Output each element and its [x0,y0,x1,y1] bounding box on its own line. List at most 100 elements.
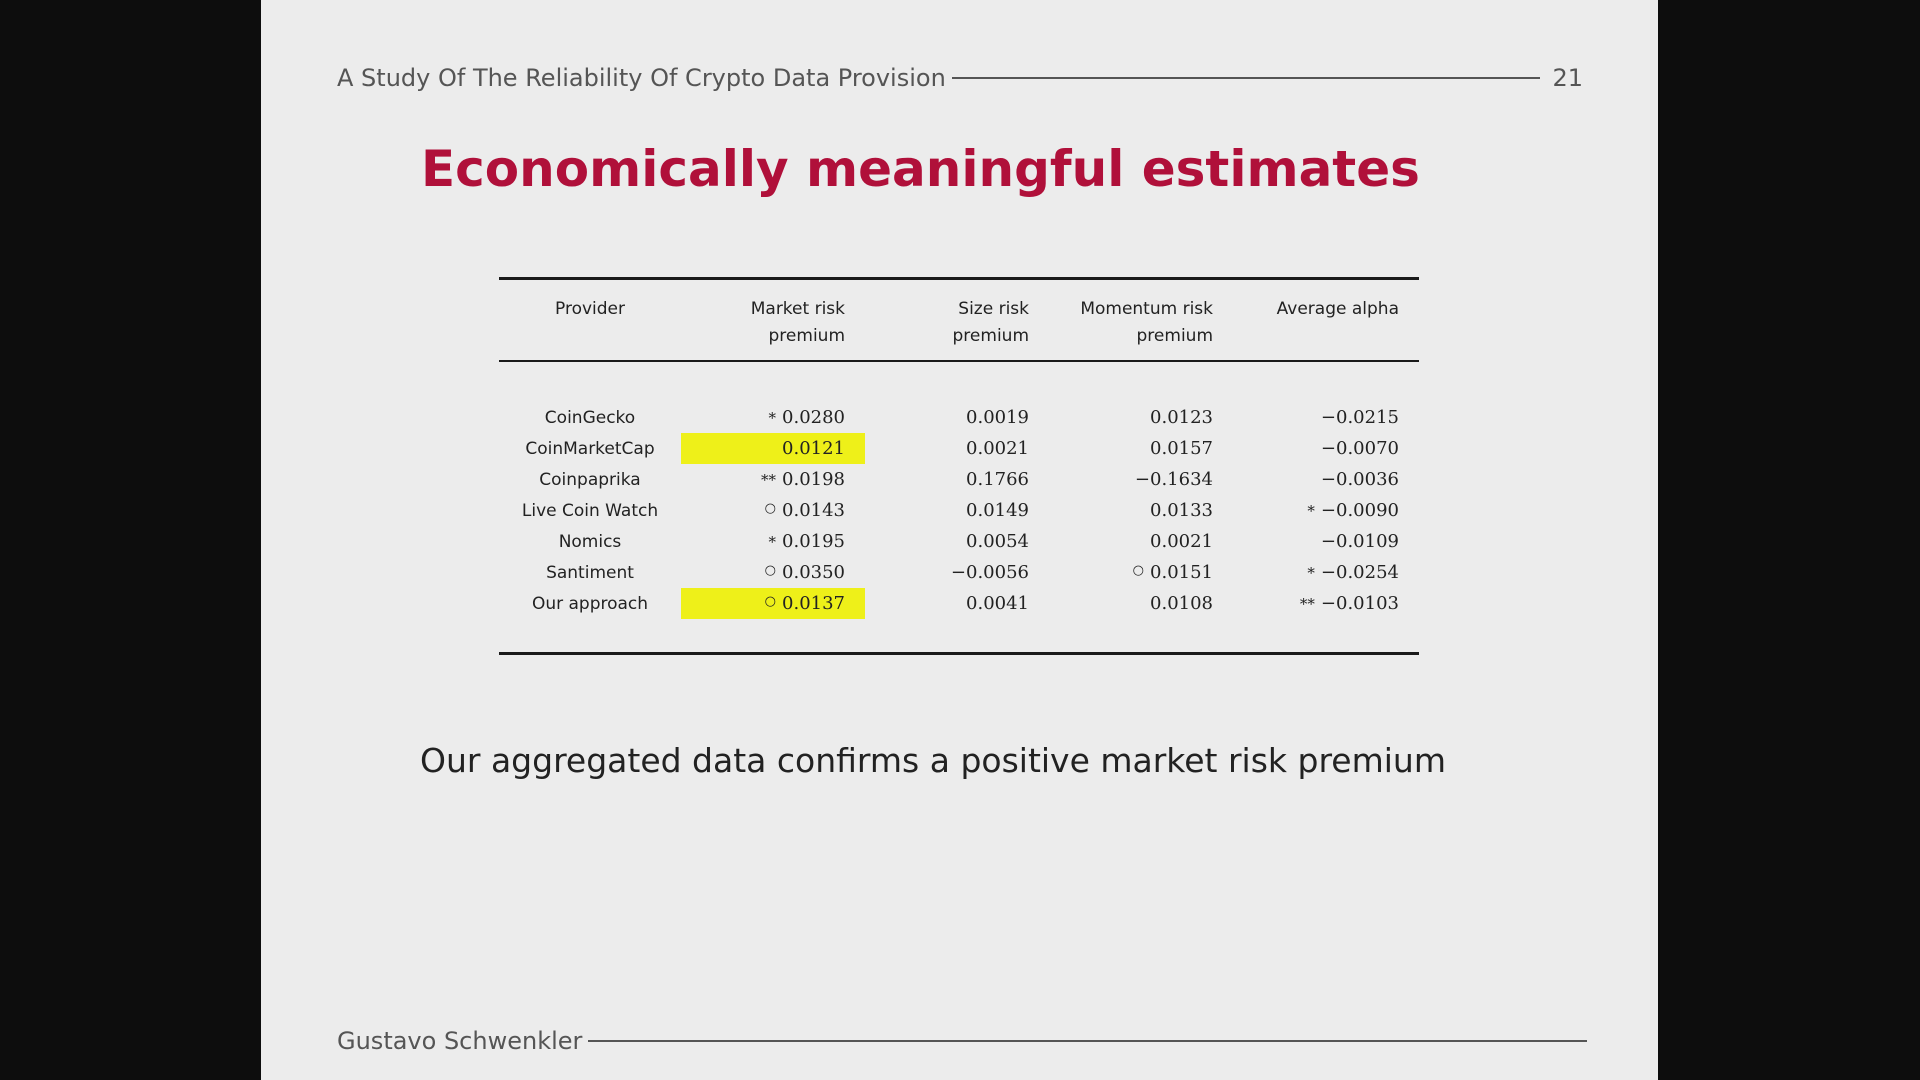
footer-rule [588,1040,1587,1042]
market-cell: ○ 0.0350 [681,557,865,588]
table-row: Our approach ○ 0.0137 0.0041 0.0108 ** −0.0103 [499,588,1419,619]
size-cell: 0.0149 [865,495,1049,526]
conclusion-statement: Our aggregated data confirms a positive … [420,741,1446,780]
author-name: Gustavo Schwenkler [337,1027,583,1055]
table-row: CoinMarketCap 0.0121 0.0021 0.0157 −0.0070 [499,433,1419,464]
size-cell: 0.0019 [865,402,1049,433]
table-row: Nomics * 0.0195 0.0054 0.0021 −0.0109 [499,526,1419,557]
alpha-cell: * −0.0090 [1233,495,1419,526]
momentum-cell: −0.1634 [1049,464,1233,495]
provider-cell: Live Coin Watch [521,500,659,521]
estimate-value: 0.0019 [966,407,1029,428]
table-row: Live Coin Watch ○ 0.0143 0.0149 0.0133 * −0.00… [499,495,1419,526]
col-header-momentum-risk: Momentum risk premium [1080,299,1213,346]
provider-cell: Nomics [558,531,622,552]
market-cell: ○ 0.0137 [681,588,865,619]
significance-mark: * [1307,564,1315,582]
table-row: Santiment ○ 0.0350 −0.0056 ○ 0.0151 * −0.0254 [499,557,1419,588]
estimate-value: 0.0133 [1150,500,1213,521]
estimate-value: −0.0090 [1320,500,1399,521]
estimate-value: 0.0280 [782,407,845,428]
table-bottom-rule [499,652,1419,655]
estimate-value: −0.0215 [1320,407,1399,428]
page-number: 21 [1552,64,1583,92]
estimate-value: 0.0149 [966,500,1029,521]
provider-cell: CoinGecko [544,407,636,428]
significance-mark: ** [761,471,777,489]
table-row: Coinpaprika ** 0.0198 0.1766 −0.1634 −0.0036 [499,464,1419,495]
alpha-cell: −0.0036 [1233,464,1419,495]
table-row: CoinGecko * 0.0280 0.0019 0.0123 −0.0215 [499,402,1419,433]
slide: A Study Of The Reliability Of Crypto Dat… [261,0,1658,1080]
alpha-cell: −0.0215 [1233,402,1419,433]
size-cell: −0.0056 [865,557,1049,588]
size-cell: 0.0054 [865,526,1049,557]
significance-mark: * [768,533,777,551]
estimate-value: 0.0143 [782,500,845,521]
estimate-value: 0.0021 [1150,531,1213,552]
estimate-value: 0.0137 [782,593,845,614]
estimate-value: 0.0021 [966,438,1029,459]
momentum-cell: 0.0108 [1049,588,1233,619]
significance-mark: ○ [1132,563,1145,578]
momentum-cell: 0.0123 [1049,402,1233,433]
market-cell: 0.0121 [681,433,865,464]
col-header-provider: Provider [555,299,625,319]
estimate-value: 0.0198 [782,469,845,490]
estimate-value: −0.0109 [1320,531,1399,552]
alpha-cell: ** −0.0103 [1233,588,1419,619]
estimate-value: −0.0103 [1320,593,1399,614]
market-cell: * 0.0195 [681,526,865,557]
significance-mark: * [768,409,777,427]
size-cell: 0.0041 [865,588,1049,619]
provider-cell: Our approach [531,593,649,614]
estimate-value: 0.0041 [966,593,1029,614]
estimate-value: 0.0157 [1150,438,1213,459]
estimate-value: 0.0195 [782,531,845,552]
momentum-cell: 0.0021 [1049,526,1233,557]
momentum-cell: ○ 0.0151 [1049,557,1233,588]
presentation-title: A Study Of The Reliability Of Crypto Dat… [337,64,946,92]
alpha-cell: −0.0109 [1233,526,1419,557]
market-cell: ○ 0.0143 [681,495,865,526]
estimate-value: 0.0123 [1150,407,1213,428]
estimate-value: 0.0054 [966,531,1029,552]
market-cell: ** 0.0198 [681,464,865,495]
results-table: Provider Market risk premium Size risk p… [499,277,1419,655]
momentum-cell: 0.0133 [1049,495,1233,526]
significance-mark: ○ [764,501,777,516]
alpha-cell: −0.0070 [1233,433,1419,464]
momentum-cell: 0.0157 [1049,433,1233,464]
significance-mark: ** [1299,595,1315,613]
estimate-value: 0.0350 [782,562,845,583]
significance-mark: ○ [764,563,777,578]
market-cell: * 0.0280 [681,402,865,433]
size-cell: 0.1766 [865,464,1049,495]
slide-footer: Gustavo Schwenkler [337,1023,1587,1059]
col-header-market-risk: Market risk premium [750,299,845,346]
estimate-value: −0.0254 [1320,562,1399,583]
estimate-value: 0.1766 [966,469,1029,490]
table-mid-rule [499,360,1419,362]
provider-cell: Coinpaprika [539,469,641,490]
size-cell: 0.0021 [865,433,1049,464]
estimate-value: 0.0108 [1150,593,1213,614]
estimate-value: 0.0121 [782,438,845,459]
provider-cell: Santiment [546,562,634,583]
significance-mark: ○ [764,594,777,609]
table-header-row: Provider Market risk premium Size risk p… [499,280,1419,360]
estimate-value: −0.0056 [950,562,1029,583]
table-top-rule [499,277,1419,280]
estimate-value: −0.0070 [1320,438,1399,459]
table-body: CoinGecko * 0.0280 0.0019 0.0123 −0.0215 CoinM… [499,362,1419,652]
significance-mark: * [1307,502,1315,520]
estimate-value: 0.0151 [1150,562,1213,583]
estimate-value: −0.1634 [1134,469,1213,490]
col-header-size-risk: Size risk premium [952,299,1029,346]
provider-cell: CoinMarketCap [525,438,655,459]
col-header-average-alpha: Average alpha [1276,299,1399,319]
slide-header: A Study Of The Reliability Of Crypto Dat… [337,60,1583,96]
estimate-value: −0.0036 [1320,469,1399,490]
alpha-cell: * −0.0254 [1233,557,1419,588]
slide-title: Economically meaningful estimates [421,140,1420,198]
